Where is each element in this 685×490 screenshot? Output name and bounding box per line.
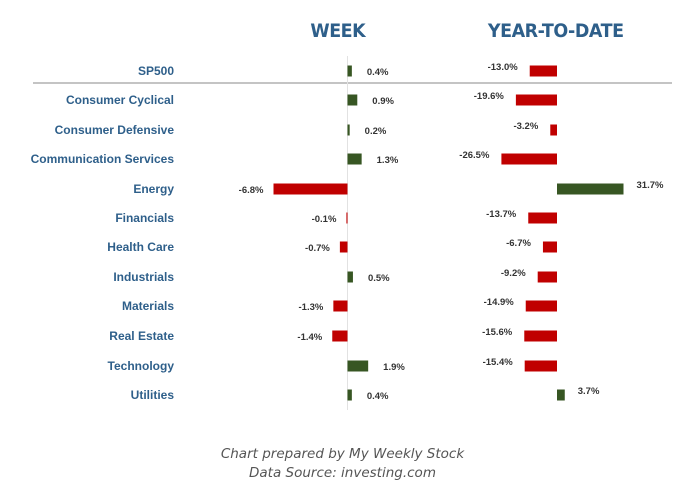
- week-value-industrials: 0.5%: [368, 273, 390, 284]
- footer-source: Data Source: investing.com: [249, 465, 436, 481]
- category-label-real-estate: Real Estate: [109, 329, 174, 343]
- week-bar-materials: [333, 300, 348, 312]
- ytd-value-health-care: -6.7%: [506, 238, 531, 249]
- ytd-bar-energy: [557, 183, 624, 195]
- ytd-bar-technology: [524, 360, 557, 372]
- category-label-health-care: Health Care: [107, 240, 174, 254]
- ytd-bar-utilities: [557, 389, 565, 401]
- week-bar-sp500: [347, 65, 352, 77]
- ytd-value-consumer-defensive: -3.2%: [513, 121, 538, 132]
- category-label-sp500: SP500: [138, 64, 174, 78]
- week-value-communication-services: 1.3%: [377, 155, 399, 166]
- ytd-bar-communication-services: [501, 153, 557, 165]
- category-label-consumer-cyclical: Consumer Cyclical: [66, 93, 174, 107]
- ytd-value-real-estate: -15.6%: [482, 327, 513, 338]
- week-bar-consumer-defensive: [347, 124, 350, 136]
- week-value-health-care: -0.7%: [305, 243, 330, 254]
- ytd-value-technology: -15.4%: [483, 357, 514, 368]
- week-bar-consumer-cyclical: [347, 94, 358, 106]
- week-value-materials: -1.3%: [299, 302, 324, 313]
- week-bar-utilities: [347, 389, 352, 401]
- week-value-utilities: 0.4%: [367, 391, 389, 402]
- week-bar-communication-services: [347, 153, 362, 165]
- ytd-bar-sp500: [529, 65, 557, 77]
- week-bar-energy: [273, 183, 348, 195]
- category-label-industrials: Industrials: [113, 270, 174, 284]
- category-label-consumer-defensive: Consumer Defensive: [55, 123, 175, 137]
- category-label-communication-services: Communication Services: [31, 152, 175, 166]
- week-bar-financials: [346, 212, 348, 224]
- ytd-value-materials: -14.9%: [484, 297, 515, 308]
- ytd-header: YEAR-TO-DATE: [487, 20, 624, 42]
- week-value-financials: -0.1%: [312, 214, 337, 225]
- week-value-consumer-cyclical: 0.9%: [372, 96, 394, 107]
- ytd-bar-consumer-defensive: [550, 124, 557, 136]
- ytd-bar-industrials: [537, 271, 557, 283]
- ytd-value-communication-services: -26.5%: [459, 150, 490, 161]
- week-bar-health-care: [339, 241, 348, 253]
- week-bar-real-estate: [332, 330, 348, 342]
- week-value-energy: -6.8%: [239, 185, 264, 196]
- category-label-materials: Materials: [122, 299, 174, 313]
- category-label-technology: Technology: [108, 359, 175, 373]
- week-bar-industrials: [347, 271, 353, 283]
- week-value-sp500: 0.4%: [367, 67, 389, 78]
- week-value-consumer-defensive: 0.2%: [365, 126, 387, 137]
- category-label-energy: Energy: [133, 182, 174, 196]
- ytd-value-energy: 31.7%: [637, 180, 664, 191]
- ytd-value-financials: -13.7%: [486, 209, 517, 220]
- ytd-value-sp500: -13.0%: [488, 62, 519, 73]
- ytd-value-utilities: 3.7%: [578, 386, 600, 397]
- week-header: WEEK: [310, 20, 366, 42]
- footer-credit: Chart prepared by My Weekly Stock: [220, 446, 465, 462]
- week-value-real-estate: -1.4%: [297, 332, 322, 343]
- category-label-financials: Financials: [115, 211, 174, 225]
- ytd-value-industrials: -9.2%: [501, 268, 526, 279]
- week-value-technology: 1.9%: [383, 362, 405, 373]
- ytd-value-consumer-cyclical: -19.6%: [474, 91, 505, 102]
- ytd-bar-health-care: [542, 241, 557, 253]
- ytd-bar-consumer-cyclical: [515, 94, 557, 106]
- ytd-bar-financials: [528, 212, 557, 224]
- ytd-bar-materials: [525, 300, 557, 312]
- ytd-bar-real-estate: [524, 330, 557, 342]
- category-label-utilities: Utilities: [131, 388, 175, 402]
- week-bar-technology: [347, 360, 369, 372]
